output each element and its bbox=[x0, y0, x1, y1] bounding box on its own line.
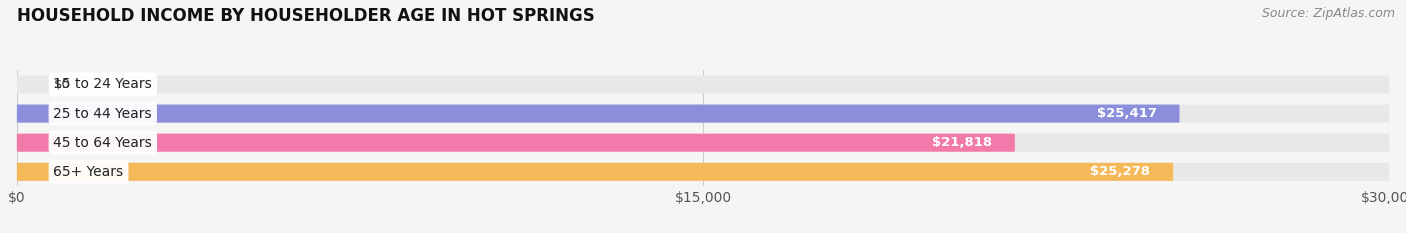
Text: $25,278: $25,278 bbox=[1090, 165, 1150, 178]
FancyBboxPatch shape bbox=[17, 105, 1389, 123]
FancyBboxPatch shape bbox=[17, 105, 1180, 123]
Text: Source: ZipAtlas.com: Source: ZipAtlas.com bbox=[1261, 7, 1395, 20]
Text: $21,818: $21,818 bbox=[932, 136, 993, 149]
FancyBboxPatch shape bbox=[17, 134, 1389, 152]
Text: $25,417: $25,417 bbox=[1097, 107, 1157, 120]
Text: $0: $0 bbox=[53, 78, 70, 91]
FancyBboxPatch shape bbox=[17, 163, 1173, 181]
FancyBboxPatch shape bbox=[17, 163, 1389, 181]
FancyBboxPatch shape bbox=[17, 134, 1015, 152]
Text: 15 to 24 Years: 15 to 24 Years bbox=[53, 77, 152, 92]
Text: 25 to 44 Years: 25 to 44 Years bbox=[53, 106, 152, 121]
Text: 65+ Years: 65+ Years bbox=[53, 165, 124, 179]
Text: HOUSEHOLD INCOME BY HOUSEHOLDER AGE IN HOT SPRINGS: HOUSEHOLD INCOME BY HOUSEHOLDER AGE IN H… bbox=[17, 7, 595, 25]
FancyBboxPatch shape bbox=[17, 75, 1389, 93]
Text: 45 to 64 Years: 45 to 64 Years bbox=[53, 136, 152, 150]
